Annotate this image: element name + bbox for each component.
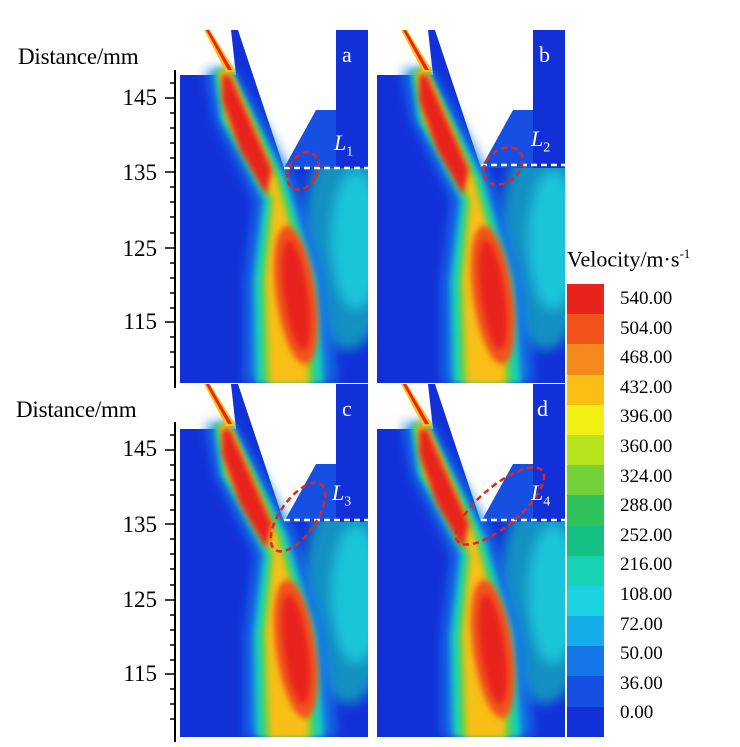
- panel-c: c L3: [176, 384, 368, 737]
- panel-a-annotations: [284, 151, 368, 191]
- tick-label-135-bottom: 135: [122, 512, 158, 537]
- tick-label-115-bottom: 115: [123, 661, 157, 686]
- length-label: L4: [531, 480, 551, 510]
- legend-swatch: [567, 374, 604, 405]
- tick-label-125-bottom: 125: [122, 587, 158, 612]
- legend-swatch: [567, 434, 604, 466]
- legend-value: 540.00: [620, 288, 673, 309]
- legend-value: 252.00: [620, 524, 673, 546]
- panel-d-annotations: [454, 466, 565, 546]
- axis-bottom: [165, 422, 176, 742]
- legend-value: 324.00: [620, 465, 673, 487]
- panel-letter: d: [537, 396, 548, 421]
- legend-value: 216.00: [620, 554, 673, 576]
- tick-label-115-top: 115: [123, 309, 157, 334]
- legend-value: 108.00: [620, 584, 673, 605]
- legend-title: Velocity/m·s-1: [567, 246, 691, 272]
- legend-swatch: [567, 646, 604, 677]
- length-label: L1: [334, 130, 354, 160]
- legend-value: 72.00: [620, 613, 663, 635]
- tick-label-145-bottom: 145: [122, 436, 158, 461]
- axis-top: [165, 70, 176, 388]
- axis-title-bottom: Distance/mm: [16, 397, 137, 422]
- legend-value: 50.00: [620, 643, 663, 665]
- legend-swatch: [567, 314, 604, 345]
- tick-label-135-top: 135: [122, 160, 158, 185]
- tick-label-145-top: 145: [122, 85, 158, 110]
- legend-value: 36.00: [620, 672, 663, 694]
- legend-swatch: [567, 284, 604, 315]
- legend-swatch: [567, 525, 604, 556]
- length-label: L2: [531, 126, 551, 156]
- legend-swatch: [567, 676, 604, 707]
- panel-letter: c: [342, 396, 352, 421]
- panel-b-annotations: [481, 146, 565, 186]
- legend-value: 0.00: [620, 702, 654, 724]
- legend-value: 432.00: [620, 376, 673, 398]
- legend-value: 288.00: [620, 495, 673, 517]
- panel-letter: a: [342, 42, 352, 67]
- legend-swatch: [567, 344, 604, 375]
- legend-swatch: [567, 706, 604, 737]
- legend-value: 360.00: [620, 436, 673, 457]
- panel-a: a L1: [176, 30, 368, 383]
- legend-value: 396.00: [620, 406, 673, 428]
- legend-color-bar: [567, 284, 604, 737]
- legend-swatch: [567, 585, 604, 617]
- legend-swatch: [567, 465, 604, 496]
- legend-swatch: [567, 404, 604, 435]
- legend-swatch: [567, 555, 604, 586]
- legend-value: 468.00: [620, 347, 673, 369]
- panel-b: b L2: [373, 30, 565, 383]
- panel-c-annotations: [269, 481, 368, 553]
- legend-swatch: [567, 616, 604, 647]
- panel-letter: b: [539, 42, 550, 67]
- length-label: L3: [332, 480, 352, 510]
- axis-title-top: Distance/mm: [18, 44, 139, 69]
- legend-swatch: [567, 495, 604, 526]
- tick-label-125-top: 125: [122, 236, 158, 261]
- panel-d: d L4: [373, 384, 565, 737]
- legend-value: 504.00: [620, 317, 673, 339]
